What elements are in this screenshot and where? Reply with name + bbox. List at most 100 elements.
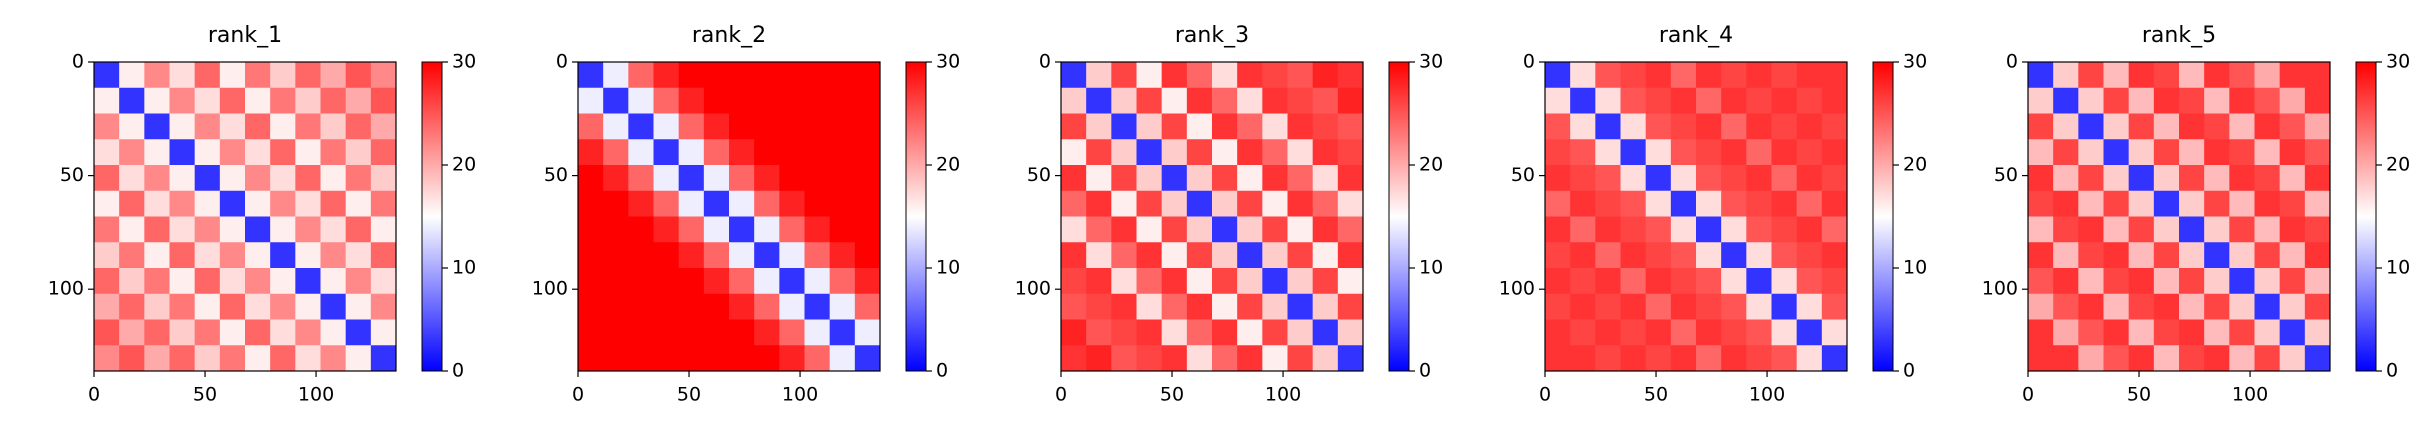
heatmap-cell [2229,165,2255,192]
heatmap-cell [270,190,296,217]
heatmap-cell [1771,62,1798,89]
heatmap-cell [119,113,145,140]
plot-frame [577,61,881,372]
heatmap-cell [1670,345,1697,372]
heatmap-cell [2103,87,2130,114]
heatmap-cell [1287,190,1314,217]
heatmap-cell [578,190,604,217]
heatmap-cell [2128,139,2155,166]
y-tick-label: 100 [1982,278,2018,300]
heatmap-cell [1570,268,1596,295]
heatmap-cell [1212,319,1238,346]
heatmap-cell [1645,113,1672,140]
heatmap-cell [295,319,321,346]
heatmap-cell [94,165,120,192]
heatmap-cell [1086,268,1112,295]
heatmap-cell [2229,139,2255,166]
heatmap-cell [1312,87,1339,114]
heatmap-cell [2078,319,2104,346]
heatmap-cell [320,242,347,269]
heatmap-cell [653,242,680,269]
heatmap-cell [295,268,321,295]
heatmap-cell [1212,242,1238,269]
heatmap-cell [1161,216,1188,243]
heatmap-cell [2078,87,2104,114]
heatmap-cell [2153,345,2180,372]
heatmap-cell [1545,345,1571,372]
heatmap-cell [2103,345,2130,372]
heatmap-cell [144,113,170,140]
heatmap-cell [578,216,604,243]
heatmap-cell [1237,345,1263,372]
heatmap-cell [729,87,755,114]
heatmap-cell [219,87,246,114]
heatmap-cell [2028,268,2054,295]
heatmap-cell [703,345,730,372]
heatmap-cell [1136,268,1163,295]
heatmap-cell [854,319,881,346]
heatmap-cell [2053,216,2079,243]
heatmap-cell [2179,216,2205,243]
heatmap-cell [1312,113,1339,140]
heatmap-cell [603,216,629,243]
heatmap-cell [270,62,296,89]
heatmap-cell [1796,242,1823,269]
heatmap-cell [1161,242,1188,269]
heatmap-cell [2304,87,2331,114]
heatmap-cell [1796,345,1823,372]
heatmap-cell [2229,87,2255,114]
heatmap-cell [1161,190,1188,217]
heatmap-cell [578,165,604,192]
heatmap-cell [2128,62,2155,89]
heatmap-cell [1821,165,1848,192]
heatmap-cell [1595,62,1621,89]
heatmap-cell [1670,268,1697,295]
heatmap-cell [1721,293,1747,320]
heatmap-cell [1696,319,1722,346]
heatmap-cell [854,345,881,372]
heatmap-cell [2179,190,2205,217]
heatmap-cell [169,165,196,192]
heatmap-cell [2229,293,2255,320]
heatmap-cell [754,242,780,269]
heatmap-cell [219,165,246,192]
heatmap-cell [1821,139,1848,166]
heatmap-cell [1237,113,1263,140]
heatmap-cell [320,345,347,372]
heatmap-cell [1136,293,1163,320]
heatmap-cell [703,319,730,346]
heatmap-cell [1570,139,1596,166]
heatmap-cell [320,293,347,320]
heatmap-cell [678,268,705,295]
heatmap-cell [245,62,271,89]
heatmap-cell [2279,165,2306,192]
colorbar [1872,61,1894,372]
heatmap-cell [2254,345,2281,372]
heatmap-cell [119,139,145,166]
heatmap-cell [1287,165,1314,192]
heatmap-cell [2254,190,2281,217]
colorbar-tick-label: 20 [1903,154,1927,176]
heatmap-cell [2304,345,2331,372]
heatmap-cell [169,87,196,114]
y-tick-label: 50 [544,164,568,186]
heatmap-cell [603,319,629,346]
heatmap-cell [345,87,372,114]
heatmap-cell [1061,242,1087,269]
heatmap-cell [119,190,145,217]
heatmap-cell [1771,345,1798,372]
heatmap-cell [1287,113,1314,140]
heatmap-cell [1186,113,1213,140]
heatmap-cell [1771,293,1798,320]
heatmap-cell [370,345,397,372]
colorbar-tick-label: 30 [936,51,960,73]
heatmap-cell [295,165,321,192]
heatmap-cell [1645,293,1672,320]
heatmap-cell [295,113,321,140]
heatmap-cell [2028,165,2054,192]
colorbar-tick-label: 10 [452,257,476,279]
heatmap-cell [270,242,296,269]
heatmap-cell [628,87,654,114]
heatmap-cell [854,165,881,192]
heatmap-cell [754,139,780,166]
